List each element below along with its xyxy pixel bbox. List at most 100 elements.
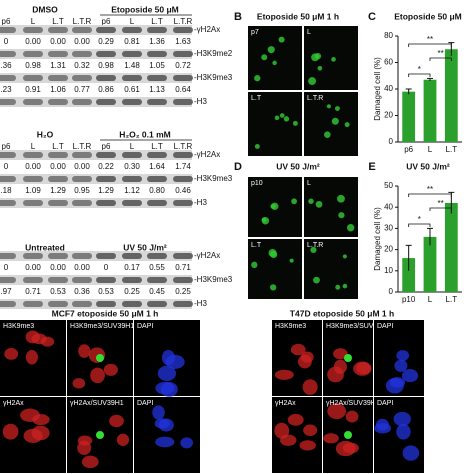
marker-label: -H3K9me3 xyxy=(194,174,233,183)
nucleus xyxy=(155,436,175,448)
nucleus xyxy=(335,440,356,457)
quant-value: 0 xyxy=(4,37,9,46)
lane-label: p6 xyxy=(2,142,11,151)
blot-band xyxy=(23,75,43,81)
nucleus xyxy=(396,350,410,361)
blot-band xyxy=(48,253,68,259)
blot-band xyxy=(173,200,193,206)
blot-band xyxy=(72,75,92,81)
y-tick-label: 0 xyxy=(389,137,394,146)
quant-value: 1.06 xyxy=(50,85,66,94)
panel-label: B xyxy=(234,11,242,23)
bar xyxy=(444,202,458,292)
quant-value: 1.13 xyxy=(149,85,165,94)
quant-value: 1.74 xyxy=(175,162,191,171)
blot-band xyxy=(23,277,43,283)
blot-band xyxy=(48,176,68,182)
nucleus xyxy=(72,378,86,389)
cell-signal xyxy=(254,75,261,82)
quant-value: 0 xyxy=(4,162,9,171)
cell-signal xyxy=(313,276,320,284)
bar xyxy=(444,49,458,142)
blot-band xyxy=(173,152,193,158)
tile-label: p10 xyxy=(251,180,263,187)
blot-band xyxy=(147,253,167,259)
quant-value: 1.29 xyxy=(98,186,114,195)
quant-value: 0.98 xyxy=(98,61,114,70)
quant-value: 0.46 xyxy=(175,186,191,195)
significance-bracket xyxy=(408,73,431,77)
cell-signal xyxy=(251,261,258,269)
nucleus xyxy=(287,413,304,426)
lane-label: L xyxy=(130,142,135,151)
marker-label: -H3K9me3 xyxy=(194,275,233,284)
x-tick-label: L xyxy=(428,145,433,154)
quant-value: 1.64 xyxy=(149,162,165,171)
lane-label: L.T xyxy=(52,142,64,151)
cell-signal xyxy=(331,117,339,125)
blot-band xyxy=(147,99,167,105)
panel-title: UV 50 J/m² xyxy=(406,161,450,171)
quant-value: 0.71 xyxy=(175,263,191,272)
cell-signal xyxy=(338,212,345,219)
cell-signal xyxy=(342,283,348,289)
quant-value: 1.36 xyxy=(149,37,165,46)
quant-value: 0.00 xyxy=(50,263,66,272)
blot-band xyxy=(96,253,116,259)
tile-label: H3K9me3/SUV39H1 xyxy=(70,323,134,330)
blot-band xyxy=(147,75,167,81)
y-tick-label: 20 xyxy=(384,111,393,120)
nucleus xyxy=(302,379,318,395)
panel-title: MCF7 etoposide 50 μM 1 h xyxy=(52,308,159,318)
cell-signal xyxy=(272,60,277,66)
cell-signal xyxy=(326,104,332,109)
blot-band xyxy=(0,152,16,158)
nucleus xyxy=(375,418,389,431)
quant-value: 0.00 xyxy=(25,162,41,171)
blot-band xyxy=(48,152,68,158)
blot-band xyxy=(147,51,167,57)
blot-band xyxy=(72,176,92,182)
quant-value: 0 xyxy=(104,263,109,272)
quant-value: 0.25 xyxy=(124,287,140,296)
cell-signal xyxy=(317,65,323,71)
significance-label: * xyxy=(418,65,421,74)
tile-label: DAPI xyxy=(137,400,153,407)
quant-value: 0.32 xyxy=(74,61,90,70)
quant-value: .97 xyxy=(0,287,12,296)
blot-band xyxy=(0,51,16,57)
nucleus xyxy=(394,359,408,372)
lane-label: p6 xyxy=(102,17,111,26)
significance-label: * xyxy=(418,215,421,224)
panel-title: Etoposide 50 μM xyxy=(394,11,462,21)
nucleus xyxy=(23,428,43,444)
blot-band xyxy=(96,51,116,57)
cell-signal xyxy=(292,120,298,126)
blot-band xyxy=(173,277,193,283)
lane-label: p6 xyxy=(102,142,111,151)
blot-band xyxy=(48,99,68,105)
blot-header: H₂O₂ 0.1 mM xyxy=(119,129,170,139)
blot-band xyxy=(173,75,193,81)
quant-value: 0.77 xyxy=(74,85,90,94)
nucleus xyxy=(154,418,170,429)
blot-band xyxy=(122,277,142,283)
nucleus xyxy=(32,414,50,426)
blot-band xyxy=(122,253,142,259)
quant-value: 0.00 xyxy=(25,263,41,272)
lane-label: L xyxy=(31,142,36,151)
y-tick-label: 20 xyxy=(384,245,393,254)
lane-label: L.T.R xyxy=(174,142,193,151)
panel-title: Etoposide 50 μM 1 h xyxy=(257,11,339,21)
cell-signal xyxy=(308,198,314,204)
quant-value: 1.12 xyxy=(124,186,140,195)
blot-band xyxy=(72,277,92,283)
cell-signal xyxy=(346,224,355,232)
bar xyxy=(402,258,416,292)
blot-band xyxy=(147,200,167,206)
panel-label: C xyxy=(368,11,376,23)
nucleus xyxy=(160,381,178,397)
blot-band xyxy=(122,301,142,307)
cell-signal xyxy=(291,198,297,205)
